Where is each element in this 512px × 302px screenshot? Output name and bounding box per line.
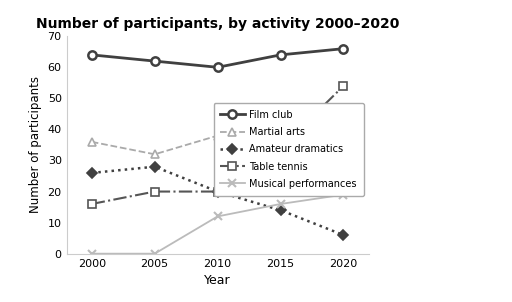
Film club — [152, 59, 158, 63]
Table tennis — [152, 190, 158, 193]
Line: Martial arts: Martial arts — [88, 131, 348, 159]
Amateur dramatics — [215, 190, 221, 193]
Martial arts — [215, 134, 221, 137]
Line: Table tennis: Table tennis — [88, 82, 348, 208]
Martial arts — [340, 140, 347, 144]
Martial arts — [278, 146, 284, 150]
Musical performances — [215, 215, 221, 218]
Table tennis — [278, 146, 284, 150]
Line: Film club: Film club — [88, 44, 348, 72]
Musical performances — [278, 202, 284, 206]
Amateur dramatics — [152, 165, 158, 169]
Film club — [89, 53, 95, 57]
Film club — [278, 53, 284, 57]
Y-axis label: Number of participants: Number of participants — [29, 76, 42, 214]
Table tennis — [215, 190, 221, 193]
Table tennis — [340, 84, 347, 88]
Musical performances — [340, 193, 347, 197]
Film club — [215, 66, 221, 69]
Amateur dramatics — [89, 171, 95, 175]
Musical performances — [89, 252, 95, 255]
Line: Amateur dramatics: Amateur dramatics — [88, 163, 347, 239]
Film club — [340, 47, 347, 50]
Legend: Film club, Martial arts, Amateur dramatics, Table tennis, Musical performances: Film club, Martial arts, Amateur dramati… — [214, 103, 364, 196]
Martial arts — [152, 153, 158, 156]
Amateur dramatics — [340, 233, 347, 237]
Martial arts — [89, 140, 95, 144]
Title: Number of participants, by activity 2000–2020: Number of participants, by activity 2000… — [36, 17, 399, 31]
Musical performances — [152, 252, 158, 255]
Amateur dramatics — [278, 208, 284, 212]
X-axis label: Year: Year — [204, 274, 231, 287]
Line: Musical performances: Musical performances — [88, 191, 348, 258]
Table tennis — [89, 202, 95, 206]
